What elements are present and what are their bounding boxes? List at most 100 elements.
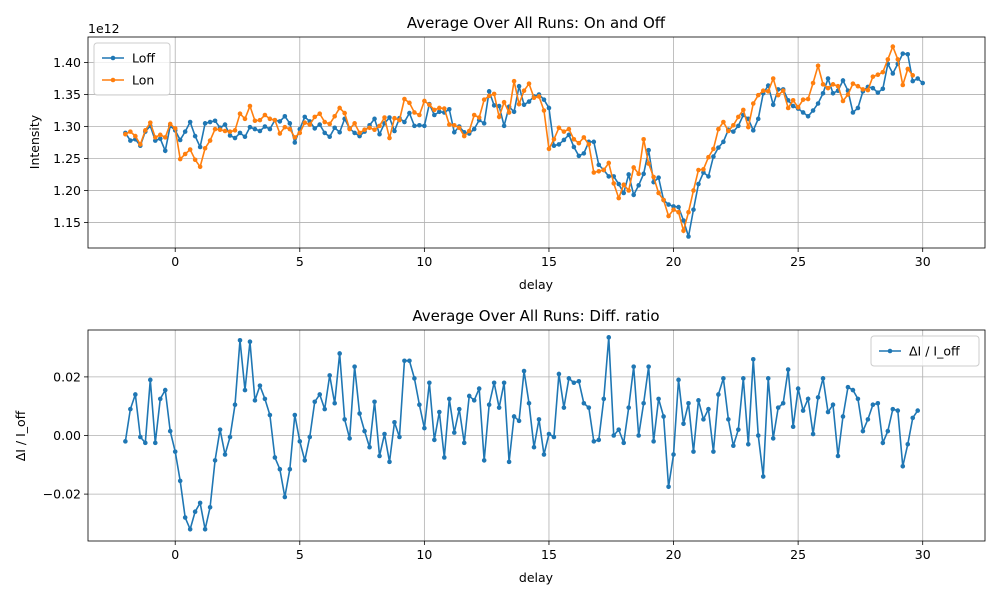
- data-point: [282, 494, 288, 500]
- x-tick-label: 5: [296, 254, 304, 269]
- data-point: [810, 431, 816, 437]
- y-tick-label: 0.00: [53, 428, 81, 443]
- data-point: [785, 105, 791, 111]
- data-point: [790, 103, 796, 109]
- data-point: [357, 411, 362, 416]
- data-point: [302, 458, 308, 463]
- data-point: [666, 213, 671, 219]
- data-point: [461, 440, 467, 446]
- data-point: [282, 113, 288, 119]
- data-point: [596, 162, 602, 168]
- data-point: [262, 124, 268, 129]
- data-point: [875, 90, 881, 95]
- data-point: [835, 83, 841, 89]
- data-point: [342, 417, 347, 422]
- data-point: [317, 111, 323, 117]
- data-point: [671, 204, 676, 209]
- data-point: [845, 384, 851, 390]
- data-point: [681, 228, 686, 234]
- data-point: [382, 115, 387, 120]
- y-tick-label: 1.30: [53, 119, 81, 134]
- data-point: [900, 463, 906, 469]
- data-point: [242, 134, 248, 140]
- data-point: [451, 430, 457, 435]
- data-point: [133, 392, 138, 397]
- data-point: [152, 138, 158, 143]
- data-point: [377, 123, 382, 129]
- data-point: [860, 428, 866, 434]
- data-point: [900, 82, 906, 88]
- data-point: [257, 117, 263, 123]
- data-point: [775, 405, 781, 410]
- data-point: [506, 459, 512, 465]
- legend-swatch-marker: [110, 77, 116, 83]
- data-point: [721, 139, 726, 145]
- data-point: [422, 123, 427, 129]
- data-point: [177, 137, 183, 143]
- data-point: [327, 373, 332, 378]
- data-point: [451, 122, 457, 128]
- data-point: [745, 124, 751, 130]
- data-point: [182, 151, 188, 157]
- data-point: [133, 133, 138, 139]
- data-point: [686, 234, 691, 239]
- data-point: [795, 386, 801, 391]
- data-point: [437, 105, 442, 111]
- data-point: [407, 100, 412, 106]
- data-point: [207, 138, 213, 143]
- data-point: [506, 110, 512, 115]
- data-point: [885, 428, 891, 434]
- data-point: [202, 121, 208, 126]
- data-point: [556, 142, 562, 147]
- data-point: [332, 113, 337, 119]
- data-point: [257, 383, 263, 388]
- data-point: [805, 96, 811, 102]
- data-point: [412, 376, 417, 381]
- data-point: [177, 478, 183, 484]
- data-point: [905, 441, 911, 447]
- data-point: [476, 386, 482, 391]
- data-point: [790, 424, 796, 430]
- data-point: [551, 137, 557, 142]
- data-point: [726, 417, 731, 422]
- data-point: [337, 351, 342, 356]
- data-point: [780, 88, 786, 94]
- y-tick-label: 0.02: [53, 369, 81, 384]
- data-point: [731, 443, 736, 449]
- data-point: [172, 126, 178, 131]
- data-point: [800, 408, 806, 413]
- data-point: [237, 337, 243, 343]
- data-point: [377, 131, 382, 137]
- data-point: [750, 128, 756, 133]
- data-point: [471, 398, 477, 403]
- data-point: [362, 428, 367, 434]
- data-point: [521, 368, 527, 374]
- data-point: [875, 72, 881, 78]
- data-point: [770, 76, 776, 81]
- data-point: [810, 80, 816, 86]
- data-point: [227, 133, 233, 138]
- data-point: [516, 83, 522, 89]
- data-point: [736, 427, 741, 432]
- data-point: [422, 98, 427, 104]
- data-point: [277, 466, 283, 472]
- data-point: [910, 78, 916, 84]
- series-line-lon: [125, 44, 914, 234]
- y-tick-label: 1.15: [53, 215, 81, 230]
- data-point: [496, 103, 502, 109]
- data-point: [546, 146, 552, 152]
- data-point: [551, 143, 557, 148]
- data-point: [741, 107, 746, 113]
- data-point: [412, 110, 417, 115]
- data-point: [566, 132, 572, 138]
- data-point: [187, 119, 193, 125]
- y-tick-label: 1.35: [53, 87, 81, 102]
- data-point: [277, 119, 283, 124]
- data-point: [905, 66, 911, 72]
- data-point: [302, 114, 308, 120]
- data-point: [167, 121, 173, 127]
- data-point: [686, 209, 691, 215]
- data-point: [446, 106, 452, 112]
- data-point: [526, 400, 532, 406]
